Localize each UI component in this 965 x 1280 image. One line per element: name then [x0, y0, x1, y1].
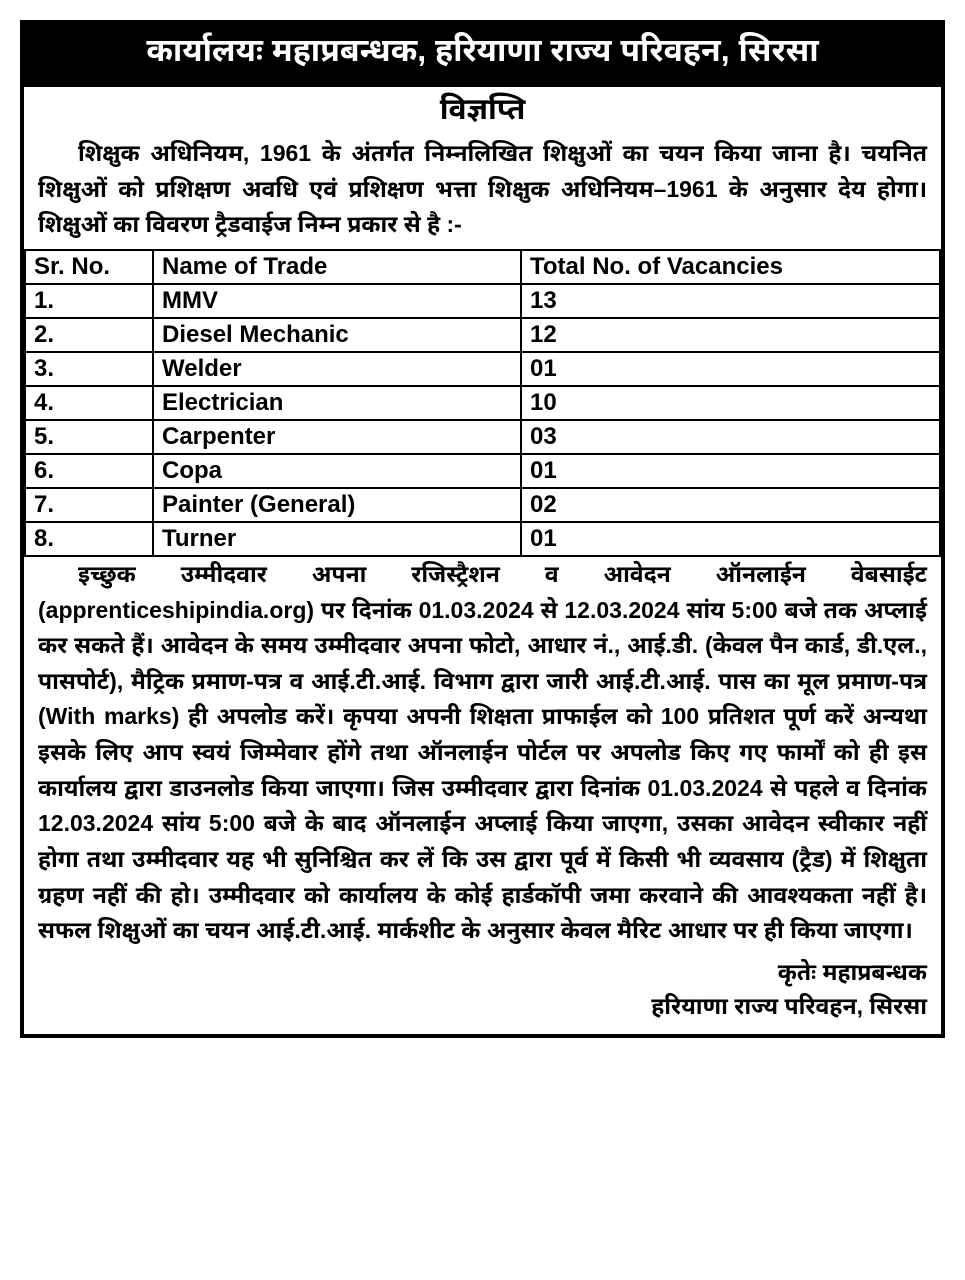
col-vacancies: Total No. of Vacancies: [521, 250, 940, 284]
notice-title: विज्ञप्ति: [24, 87, 941, 136]
vacancy-table: Sr. No. Name of Trade Total No. of Vacan…: [24, 249, 941, 557]
table-row: 3. Welder 01: [25, 352, 940, 386]
cell-vac: 01: [521, 522, 940, 556]
signature-block: कृतेः महाप्रबन्धक हरियाणा राज्य परिवहन, …: [24, 955, 941, 1034]
col-srno: Sr. No.: [25, 250, 153, 284]
table-row: 7. Painter (General) 02: [25, 488, 940, 522]
table-row: 8. Turner 01: [25, 522, 940, 556]
cell-vac: 01: [521, 454, 940, 488]
cell-srno: 4.: [25, 386, 153, 420]
cell-vac: 13: [521, 284, 940, 318]
cell-srno: 3.: [25, 352, 153, 386]
cell-vac: 01: [521, 352, 940, 386]
cell-trade: Carpenter: [153, 420, 521, 454]
signature-line1: कृतेः महाप्रबन्धक: [38, 955, 927, 990]
table-row: 2. Diesel Mechanic 12: [25, 318, 940, 352]
table-row: 4. Electrician 10: [25, 386, 940, 420]
office-header: कार्यालयः महाप्रबन्धक, हरियाणा राज्य परि…: [24, 24, 941, 87]
table-row: 1. MMV 13: [25, 284, 940, 318]
cell-trade: Painter (General): [153, 488, 521, 522]
cell-trade: Copa: [153, 454, 521, 488]
table-row: 6. Copa 01: [25, 454, 940, 488]
table-row: 5. Carpenter 03: [25, 420, 940, 454]
table-header-row: Sr. No. Name of Trade Total No. of Vacan…: [25, 250, 940, 284]
cell-trade: Electrician: [153, 386, 521, 420]
cell-vac: 03: [521, 420, 940, 454]
cell-trade: Welder: [153, 352, 521, 386]
instructions-paragraph: इच्छुक उम्मीदवार अपना रजिस्ट्रैशन व आवेद…: [24, 557, 941, 955]
notice-container: कार्यालयः महाप्रबन्धक, हरियाणा राज्य परि…: [20, 20, 945, 1038]
cell-trade: MMV: [153, 284, 521, 318]
cell-srno: 1.: [25, 284, 153, 318]
cell-vac: 10: [521, 386, 940, 420]
cell-srno: 5.: [25, 420, 153, 454]
cell-srno: 6.: [25, 454, 153, 488]
col-trade: Name of Trade: [153, 250, 521, 284]
intro-paragraph: शिक्षुक अधिनियम, 1961 के अंतर्गत निम्नलि…: [24, 136, 941, 249]
cell-trade: Turner: [153, 522, 521, 556]
cell-srno: 7.: [25, 488, 153, 522]
signature-line2: हरियाणा राज्य परिवहन, सिरसा: [38, 989, 927, 1024]
cell-trade: Diesel Mechanic: [153, 318, 521, 352]
cell-srno: 2.: [25, 318, 153, 352]
cell-vac: 02: [521, 488, 940, 522]
cell-vac: 12: [521, 318, 940, 352]
cell-srno: 8.: [25, 522, 153, 556]
